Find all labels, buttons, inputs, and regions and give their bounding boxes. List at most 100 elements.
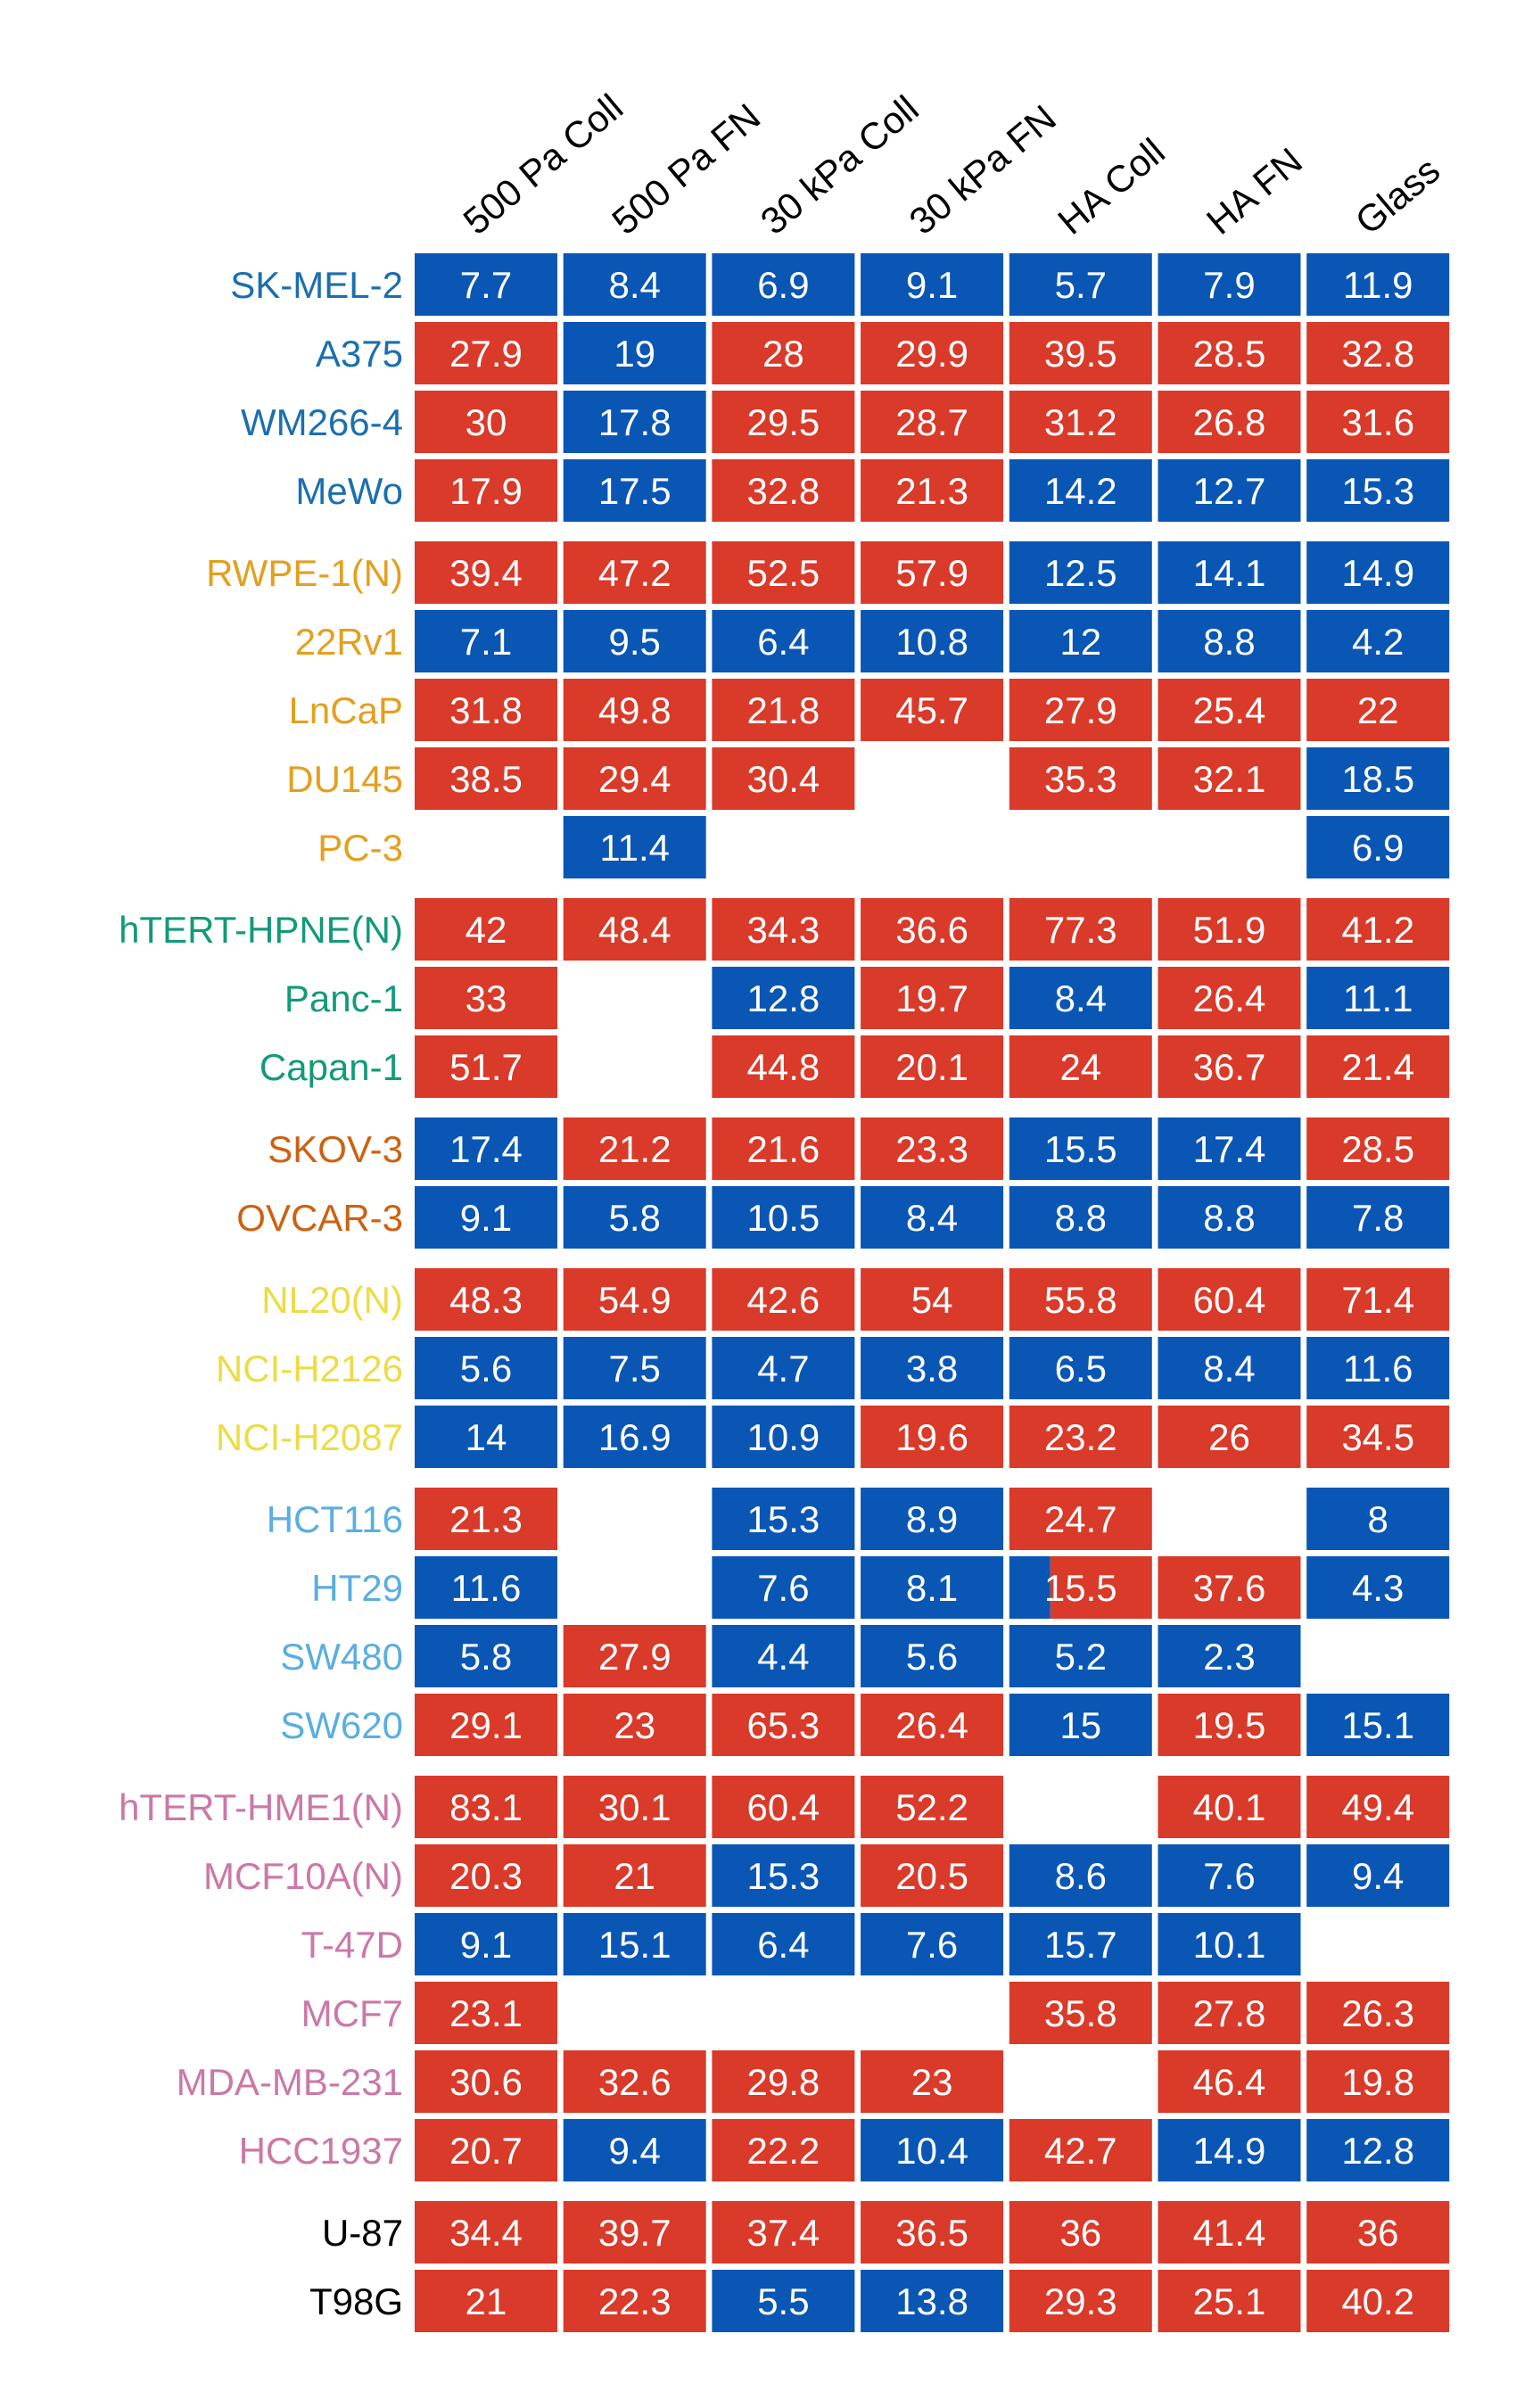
cell-htert-hpne-n-ha-fn	[1158, 898, 1301, 961]
cell-hcc1937-glass	[1306, 2119, 1450, 2181]
cell-nci-h2087-30-kpa-coll-value: 10.9	[747, 1416, 820, 1458]
cell-wm266-4-ha-coll	[1009, 391, 1152, 453]
row-label-ovcar-3: OVCAR-3	[236, 1197, 403, 1239]
cell-hct116-ha-coll	[1009, 1488, 1152, 1550]
cell-sw480-30-kpa-coll-value: 4.4	[757, 1636, 809, 1678]
cell-mewo-30-kpa-fn	[861, 459, 1004, 522]
cell-lncap-30-kpa-coll-value: 21.8	[747, 689, 820, 731]
cell-u-87-ha-fn-value: 41.4	[1193, 2212, 1266, 2254]
cell-t98g-ha-coll	[1009, 2270, 1152, 2332]
cell-lncap-30-kpa-fn	[861, 679, 1004, 741]
cell-sk-mel-2-30-kpa-fn	[861, 253, 1004, 316]
cell-hcc1937-30-kpa-coll	[712, 2119, 855, 2181]
cell-du145-glass	[1306, 747, 1450, 810]
cell-22rv1-ha-fn	[1158, 610, 1301, 672]
cell-wm266-4-500-pa-fn-value: 17.8	[598, 401, 671, 443]
cell-mcf10a-n-500-pa-coll	[415, 1844, 557, 1907]
cell-hct116-30-kpa-fn	[861, 1488, 1004, 1550]
cell-mcf10a-n-30-kpa-fn	[861, 1844, 1004, 1907]
cell-hcc1937-ha-coll	[1009, 2119, 1152, 2181]
cell-nci-h2126-30-kpa-coll	[712, 1337, 855, 1399]
cell-sw480-ha-coll	[1009, 1625, 1152, 1687]
cell-mewo-ha-coll-value: 14.2	[1044, 470, 1117, 512]
cell-hct116-ha-coll-value: 24.7	[1044, 1498, 1117, 1540]
cell-htert-hme1-n-500-pa-coll-value: 83.1	[449, 1786, 523, 1828]
row-label-t98g: T98G	[309, 2280, 403, 2322]
cell-skov-3-500-pa-fn	[563, 1117, 706, 1180]
cell-du145-ha-fn-value: 32.1	[1193, 758, 1266, 800]
cell-ovcar-3-glass	[1306, 1186, 1450, 1249]
cell-lncap-500-pa-coll-value: 31.8	[449, 689, 523, 731]
cell-u-87-ha-fn	[1158, 2201, 1301, 2264]
cell-pc-3-500-pa-fn	[563, 816, 706, 878]
cell-nci-h2126-500-pa-coll-value: 5.6	[460, 1348, 512, 1390]
cell-du145-ha-coll-value: 35.3	[1044, 758, 1117, 800]
cell-mewo-ha-fn	[1158, 459, 1301, 522]
row-label-htert-hme1-n: hTERT-HME1(N)	[119, 1786, 403, 1828]
cell-nci-h2087-30-kpa-fn	[861, 1406, 1004, 1468]
column-header-500-pa-coll: 500 Pa Coll	[456, 86, 631, 243]
cell-rwpe-1-n-500-pa-coll-value: 39.4	[449, 552, 523, 594]
cell-t98g-500-pa-coll-value: 21	[466, 2280, 507, 2322]
cell-a375-500-pa-fn	[563, 322, 706, 384]
cell-sw620-ha-coll-value: 15	[1059, 1704, 1101, 1746]
cell-nl20-n-500-pa-fn-value: 54.9	[598, 1279, 671, 1321]
cell-wm266-4-500-pa-fn	[563, 391, 706, 453]
cell-u-87-glass	[1306, 2201, 1450, 2264]
cell-capan-1-500-pa-coll	[415, 1035, 557, 1098]
row-label-mda-mb-231: MDA-MB-231	[177, 2061, 403, 2103]
row-label-t-47d: T-47D	[301, 1924, 403, 1966]
cell-a375-30-kpa-coll	[712, 322, 855, 384]
cell-hcc1937-ha-coll-value: 42.7	[1044, 2130, 1117, 2172]
cell-skov-3-30-kpa-fn-value: 23.3	[895, 1128, 968, 1170]
cell-sw480-500-pa-fn-value: 27.9	[598, 1636, 671, 1678]
cell-hct116-30-kpa-coll	[712, 1488, 855, 1550]
cell-sw480-ha-fn	[1158, 1625, 1301, 1687]
cell-rwpe-1-n-30-kpa-fn-value: 57.9	[895, 552, 968, 594]
cell-22rv1-500-pa-fn-value: 9.5	[609, 621, 661, 663]
cell-skov-3-ha-fn-value: 17.4	[1193, 1128, 1266, 1170]
cell-t98g-30-kpa-fn-value: 13.8	[895, 2280, 968, 2322]
cell-nci-h2126-glass	[1306, 1337, 1450, 1399]
cell-t-47d-ha-fn	[1158, 1913, 1301, 1975]
cell-hct116-500-pa-coll	[415, 1488, 557, 1550]
row-label-hct116: HCT116	[267, 1498, 403, 1540]
row-label-nci-h2087: NCI-H2087	[216, 1416, 403, 1458]
cell-nci-h2126-ha-coll	[1009, 1337, 1152, 1399]
cell-skov-3-500-pa-coll-value: 17.4	[449, 1128, 523, 1170]
cell-t98g-ha-fn-value: 25.1	[1193, 2280, 1266, 2322]
cell-nci-h2126-glass-value: 11.6	[1343, 1348, 1413, 1390]
row-label-sw620: SW620	[280, 1704, 403, 1746]
cell-t98g-ha-coll-value: 29.3	[1044, 2280, 1117, 2322]
cell-mewo-30-kpa-fn-value: 21.3	[895, 470, 968, 512]
cell-du145-500-pa-fn	[563, 747, 706, 810]
cell-sk-mel-2-30-kpa-coll	[712, 253, 855, 316]
row-label-ht29: HT29	[311, 1567, 403, 1609]
cell-htert-hpne-n-500-pa-coll	[415, 898, 557, 961]
cell-ht29-glass-value: 4.3	[1352, 1567, 1404, 1609]
cell-htert-hpne-n-glass-value: 41.2	[1341, 909, 1414, 951]
cell-nci-h2126-30-kpa-coll-value: 4.7	[757, 1348, 809, 1390]
cell-skov-3-glass	[1306, 1117, 1450, 1180]
cell-a375-ha-coll-value: 39.5	[1044, 333, 1117, 375]
cell-a375-500-pa-fn-value: 19	[614, 333, 655, 375]
row-label-sw480: SW480	[280, 1636, 403, 1678]
cell-ovcar-3-500-pa-fn	[563, 1186, 706, 1249]
cell-lncap-ha-fn	[1158, 679, 1301, 741]
cell-htert-hme1-n-500-pa-fn-value: 30.1	[598, 1786, 671, 1828]
cell-ht29-glass	[1306, 1556, 1450, 1619]
cell-capan-1-30-kpa-fn	[861, 1035, 1004, 1098]
cell-sw480-500-pa-fn	[563, 1625, 706, 1687]
cell-mcf10a-n-30-kpa-fn-value: 20.5	[895, 1855, 968, 1897]
cell-nci-h2126-500-pa-fn	[563, 1337, 706, 1399]
row-label-mcf10a-n: MCF10A(N)	[203, 1855, 403, 1897]
cell-nci-h2087-glass-value: 34.5	[1341, 1416, 1414, 1458]
cell-mewo-30-kpa-coll	[712, 459, 855, 522]
cell-mcf7-500-pa-coll	[415, 1982, 557, 2044]
row-label-sk-mel-2: SK-MEL-2	[230, 264, 403, 306]
cell-panc-1-ha-coll-value: 8.4	[1055, 977, 1107, 1019]
cell-rwpe-1-n-30-kpa-coll	[712, 541, 855, 604]
cell-sk-mel-2-glass	[1306, 253, 1450, 316]
cell-22rv1-500-pa-coll	[415, 610, 557, 672]
cell-22rv1-ha-coll	[1009, 610, 1152, 672]
